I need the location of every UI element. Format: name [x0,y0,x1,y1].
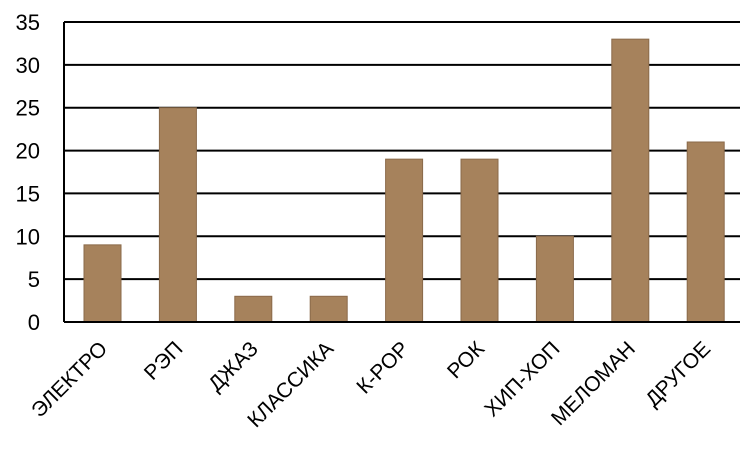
bar [611,38,650,323]
y-tick-label: 0 [28,310,40,335]
bar [686,141,725,323]
y-axis-ticks: 0 5 10 15 20 25 30 35 [16,10,40,335]
y-tick-label: 15 [16,181,40,206]
x-tick-label: РОК [443,337,490,384]
y-tick-label: 30 [16,53,40,78]
bar [234,295,273,323]
y-tick-label: 35 [16,10,40,35]
x-tick-label: РЭП [140,337,188,385]
bar [535,235,574,323]
x-tick-label: ЭЛЕКТРО [27,337,112,422]
x-tick-label: ДРУГОЕ [641,337,715,411]
x-tick-label: К-POP [352,337,413,398]
y-tick-label: 5 [28,267,40,292]
y-tick-label: 20 [16,139,40,164]
bar [309,295,348,323]
bar-series [83,38,725,323]
x-tick-label: ДЖАЗ [204,337,263,396]
bar [83,244,122,323]
y-tick-label: 10 [16,224,40,249]
bar [460,158,499,323]
y-tick-label: 25 [16,96,40,121]
bar [385,158,424,323]
bar [158,107,197,323]
